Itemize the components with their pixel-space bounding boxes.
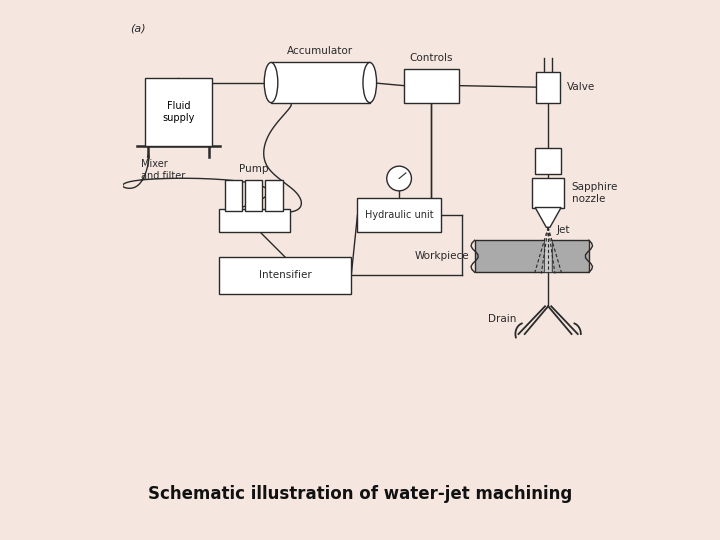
Text: Intensifier: Intensifier — [258, 271, 311, 280]
Text: Pump: Pump — [239, 164, 269, 173]
Bar — [544, 240, 552, 272]
Text: Schematic illustration of water-jet machining: Schematic illustration of water-jet mach… — [148, 485, 572, 503]
Text: Workpiece: Workpiece — [415, 251, 469, 261]
Bar — [545, 240, 552, 272]
Bar — [145, 78, 212, 146]
Polygon shape — [535, 207, 561, 227]
Text: Controls: Controls — [410, 53, 453, 63]
Bar — [245, 180, 262, 211]
Text: Mixer
and filter: Mixer and filter — [141, 159, 186, 181]
Bar — [225, 180, 242, 211]
Text: Drain: Drain — [487, 314, 516, 323]
Bar — [357, 198, 441, 232]
Text: Hydraulic unit: Hydraulic unit — [365, 210, 433, 220]
Text: Sapphire
nozzle: Sapphire nozzle — [572, 182, 618, 204]
Bar — [271, 63, 370, 103]
Text: (a): (a) — [130, 24, 146, 33]
Bar — [535, 147, 561, 173]
Text: Accumulator: Accumulator — [287, 46, 354, 56]
Bar — [266, 180, 283, 211]
Circle shape — [387, 166, 411, 191]
Text: Fluid
supply: Fluid supply — [162, 101, 194, 123]
Bar — [404, 69, 459, 103]
Ellipse shape — [264, 63, 278, 103]
Bar — [219, 209, 289, 232]
Bar — [536, 72, 560, 103]
Text: Jet: Jet — [557, 225, 570, 235]
Bar — [532, 178, 564, 207]
Ellipse shape — [363, 63, 377, 103]
Text: Valve: Valve — [567, 82, 595, 92]
Bar — [219, 257, 351, 294]
Bar — [474, 240, 589, 272]
